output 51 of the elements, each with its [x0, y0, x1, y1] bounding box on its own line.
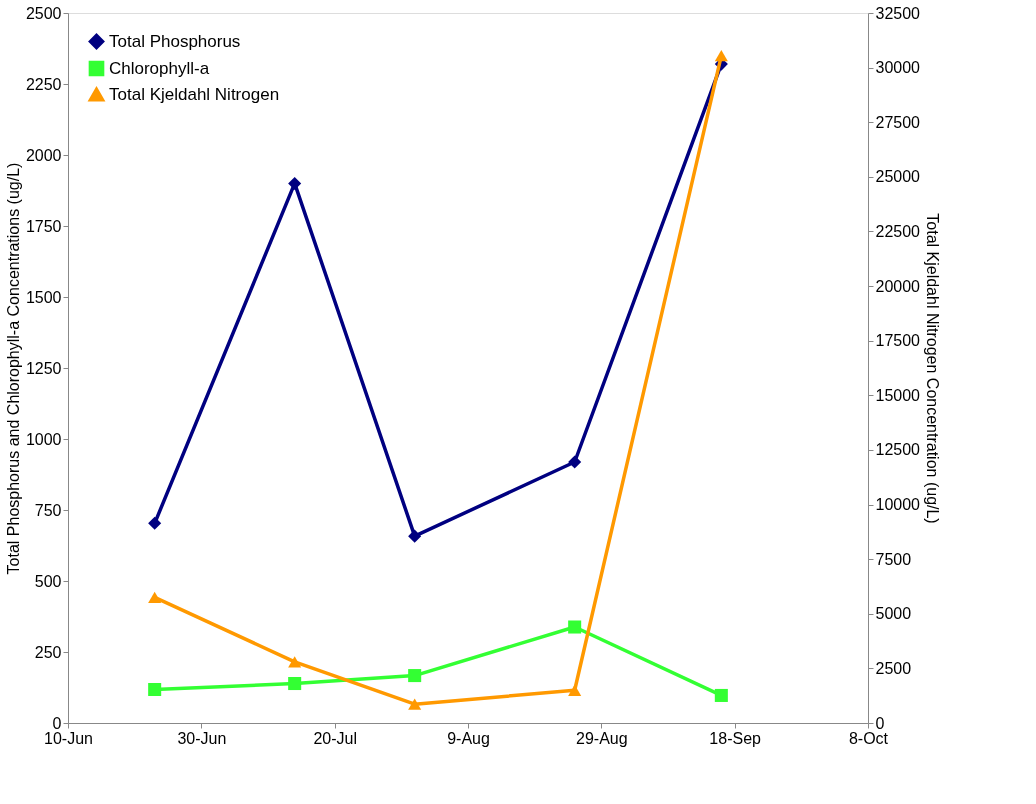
x-tick-label: 29-Aug — [576, 729, 628, 747]
y-tick-label: 1250 — [25, 359, 62, 377]
y2-tick-label: 27500 — [875, 113, 921, 131]
y-tick-label: 750 — [34, 501, 62, 519]
x-tick-label: 10-Jun — [44, 729, 93, 747]
y-tick-label: 1500 — [25, 288, 62, 306]
y2-tick-label: 30000 — [875, 59, 921, 77]
y-tick-label: 1000 — [25, 430, 62, 448]
legend-label: Total Kjeldahl Nitrogen — [109, 84, 280, 104]
y2-tick-label: 0 — [875, 714, 885, 732]
y2-axis-title: Total Kjeldahl Nitrogen Concentration (ug/L) — [923, 213, 941, 524]
point — [288, 176, 302, 190]
y2-tick-label: 22500 — [875, 222, 921, 240]
y-tick-label: 2250 — [25, 75, 62, 93]
point — [288, 677, 302, 691]
y-tick-label: 250 — [34, 643, 62, 661]
y2-tick-label: 7500 — [875, 550, 912, 568]
y2-tick-label: 32500 — [875, 4, 921, 22]
point — [408, 529, 422, 543]
x-tick-label: 30-Jun — [177, 729, 227, 747]
x-tick-label: 18-Sep — [709, 729, 762, 747]
y-tick-label: 0 — [52, 714, 62, 732]
x-tick-label: 8-Oct — [848, 729, 889, 747]
point — [148, 516, 162, 530]
legend-label: Total Phosphorus — [109, 31, 241, 51]
point — [568, 684, 582, 696]
x-tick-label: 9-Aug — [447, 729, 490, 747]
point — [714, 49, 728, 62]
legend-label: Chlorophyll-a — [109, 58, 210, 78]
y-tick-label: 2500 — [25, 4, 62, 22]
y-tick-label: 1750 — [25, 217, 62, 235]
y2-tick-label: 25000 — [875, 168, 921, 186]
point — [288, 656, 302, 668]
point — [408, 669, 422, 683]
y2-tick-label: 15000 — [875, 386, 921, 404]
y-tick-label: 2000 — [25, 146, 62, 164]
point — [568, 455, 582, 469]
point — [148, 682, 162, 697]
y-axis-title: Total Phosphorus and Chlorophyll-a Concentrations (ug/L) — [4, 162, 22, 575]
point — [568, 620, 582, 634]
y2-tick-label: 2500 — [875, 659, 912, 677]
point — [714, 688, 728, 702]
y2-tick-label: 20000 — [875, 277, 921, 295]
y2-tick-label: 12500 — [875, 441, 921, 459]
x-tick-label: 20-Jul — [313, 729, 357, 747]
y2-tick-label: 5000 — [875, 605, 912, 623]
point — [408, 698, 422, 710]
point — [148, 591, 162, 604]
y2-tick-label: 10000 — [875, 496, 921, 514]
y2-tick-label: 17500 — [875, 332, 921, 350]
y-tick-label: 500 — [34, 572, 62, 590]
